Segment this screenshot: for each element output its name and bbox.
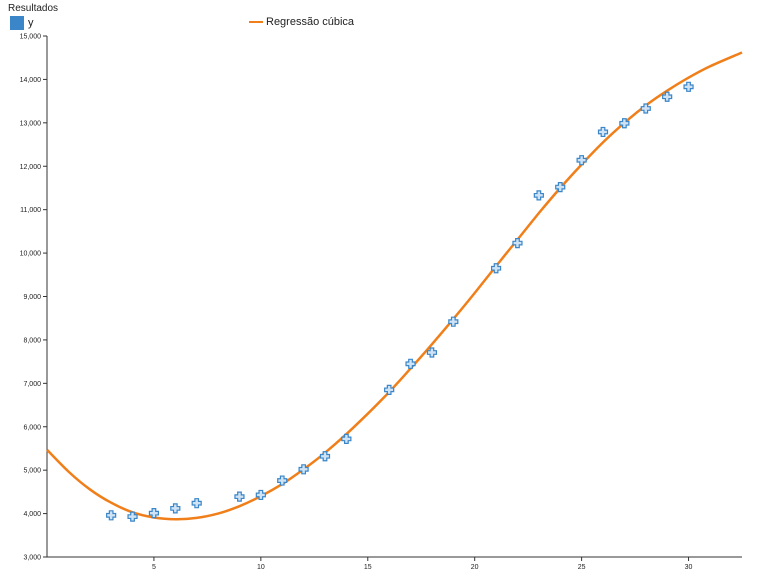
y-tick-label: 7,000 bbox=[23, 381, 41, 388]
data-point bbox=[597, 126, 609, 138]
data-point bbox=[619, 118, 630, 129]
x-tick-label: 25 bbox=[578, 564, 586, 571]
data-point bbox=[341, 433, 352, 445]
y-tick-label: 15,000 bbox=[20, 34, 42, 41]
data-point bbox=[490, 263, 502, 274]
data-point bbox=[255, 489, 266, 501]
x-tick-label: 5 bbox=[152, 564, 156, 571]
regression-curve bbox=[46, 51, 743, 521]
x-tick-label: 15 bbox=[364, 564, 372, 571]
legend-label-fit: Regressão cúbica bbox=[266, 16, 355, 28]
legend-item-y[interactable]: y bbox=[10, 16, 34, 30]
y-tick-label: 13,000 bbox=[20, 120, 42, 127]
data-point bbox=[170, 503, 181, 514]
data-point bbox=[426, 347, 438, 358]
data-point bbox=[148, 508, 160, 519]
data-point bbox=[277, 475, 288, 486]
legend-title: Resultados bbox=[8, 3, 59, 14]
data-point bbox=[405, 358, 416, 369]
data-point bbox=[127, 511, 138, 522]
y-tick-label: 6,000 bbox=[23, 424, 41, 431]
y-tick-label: 3,000 bbox=[23, 555, 41, 562]
x-tick-label: 10 bbox=[257, 564, 265, 571]
y-tick-label: 11,000 bbox=[20, 207, 41, 214]
legend-label-y: y bbox=[28, 17, 34, 29]
data-point bbox=[662, 91, 673, 102]
data-point bbox=[319, 451, 331, 462]
data-point bbox=[555, 181, 566, 193]
y-tick-label: 8,000 bbox=[23, 337, 41, 344]
y-tick-label: 10,000 bbox=[20, 251, 42, 258]
data-point bbox=[298, 464, 309, 475]
y-tick-label: 4,000 bbox=[23, 511, 41, 518]
x-tick-label: 20 bbox=[471, 564, 479, 571]
data-point bbox=[384, 384, 395, 395]
legend-item-fit[interactable]: Regressão cúbica bbox=[249, 16, 354, 28]
data-point bbox=[106, 510, 117, 521]
data-point bbox=[683, 81, 694, 92]
data-point bbox=[191, 498, 202, 509]
data-point bbox=[640, 103, 651, 114]
x-tick-label: 30 bbox=[685, 564, 693, 571]
legend-swatch-fit bbox=[249, 21, 263, 23]
y-tick-label: 5,000 bbox=[23, 468, 41, 475]
y-tick-label: 9,000 bbox=[23, 294, 41, 301]
y-tick-label: 12,000 bbox=[20, 164, 42, 171]
y-tick-label: 14,000 bbox=[20, 77, 42, 84]
legend-swatch-y bbox=[10, 16, 24, 30]
data-point bbox=[533, 190, 544, 201]
data-point bbox=[448, 316, 459, 327]
data-point bbox=[512, 237, 523, 249]
data-point bbox=[576, 155, 587, 166]
data-point bbox=[234, 491, 245, 502]
